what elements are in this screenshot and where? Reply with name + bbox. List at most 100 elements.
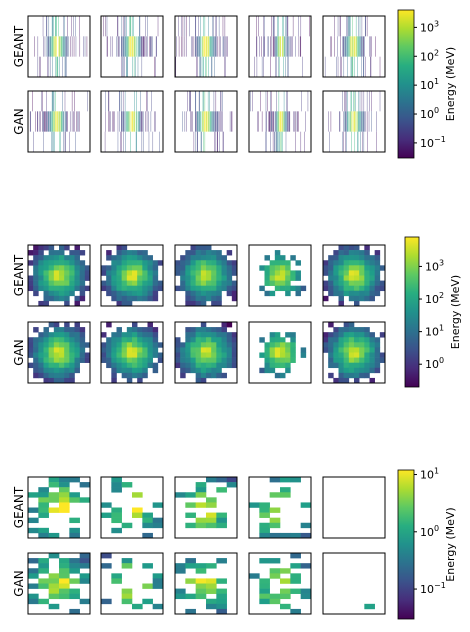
cell (195, 502, 207, 508)
panel-frame (100, 244, 164, 307)
cell (53, 265, 60, 271)
cell (28, 517, 39, 524)
cell (290, 588, 301, 594)
cell (43, 347, 49, 353)
cell (64, 245, 70, 251)
cell (195, 275, 202, 281)
cell (74, 275, 80, 281)
cell (43, 337, 49, 343)
cell (79, 270, 86, 276)
cell (53, 250, 60, 256)
cell (38, 502, 49, 508)
cell (369, 285, 375, 292)
cell (69, 250, 75, 256)
cell (38, 487, 49, 493)
cell (333, 280, 339, 286)
cell (175, 285, 181, 292)
cell (333, 327, 339, 333)
cell (74, 300, 80, 306)
cell (142, 327, 148, 333)
cell (211, 342, 217, 348)
cell (206, 497, 217, 503)
cell (354, 255, 360, 261)
cell (348, 265, 355, 271)
cell (48, 290, 55, 297)
cell (175, 270, 181, 276)
cell (264, 270, 270, 276)
cell (190, 270, 196, 276)
cell (106, 342, 112, 348)
cell (211, 300, 217, 306)
cell (48, 362, 55, 369)
cell (28, 347, 34, 353)
cell (43, 377, 49, 383)
cell (59, 583, 70, 589)
cell (74, 280, 80, 286)
cell (121, 255, 128, 261)
cell (280, 342, 286, 348)
cell (111, 367, 117, 374)
cell (333, 275, 339, 281)
cell (48, 322, 55, 328)
cell (121, 522, 133, 529)
cell (269, 337, 276, 343)
colorbar-tick-label: 103 (420, 19, 439, 34)
cell (48, 367, 55, 374)
cell (64, 270, 70, 276)
cell (231, 332, 237, 338)
cell (142, 337, 148, 343)
cell (79, 290, 86, 297)
cell (111, 285, 117, 292)
cell (195, 482, 207, 488)
cell (38, 532, 49, 538)
cell (147, 265, 153, 271)
cell (111, 347, 117, 353)
cell (59, 362, 65, 369)
panel-cells (182, 91, 233, 152)
cell (69, 357, 75, 363)
cell (274, 372, 281, 379)
cell (285, 275, 291, 281)
cell (221, 352, 227, 358)
cell (200, 300, 207, 306)
cell (343, 372, 350, 379)
cell (69, 563, 80, 569)
cell (264, 352, 270, 358)
cell (185, 332, 191, 338)
cell (175, 593, 186, 600)
cell (206, 588, 217, 594)
cell (259, 367, 265, 374)
cell (101, 270, 107, 276)
cell (101, 352, 107, 358)
cell (269, 477, 281, 483)
cell (142, 332, 148, 338)
cell (69, 255, 75, 261)
panel-frame (100, 90, 164, 153)
cell (185, 563, 196, 569)
panel-cells (250, 91, 309, 152)
cell (226, 270, 233, 276)
cell (180, 357, 186, 363)
cell (269, 275, 276, 281)
cell (59, 250, 65, 256)
cell (290, 477, 301, 483)
cell (249, 502, 260, 508)
panel-cells (323, 322, 385, 383)
cell (206, 512, 217, 518)
cell (132, 255, 138, 261)
cell (84, 357, 90, 363)
cell (211, 347, 217, 353)
cell (195, 517, 207, 524)
panel-cells (175, 16, 228, 77)
cell (126, 255, 133, 261)
cell (48, 532, 60, 538)
cell (33, 285, 39, 292)
cell (274, 347, 281, 353)
cell (200, 260, 207, 266)
cell (285, 260, 291, 266)
cell (175, 352, 181, 358)
panel-cells (104, 91, 160, 152)
cell (348, 347, 355, 353)
cell (64, 285, 70, 292)
cell (323, 270, 329, 276)
